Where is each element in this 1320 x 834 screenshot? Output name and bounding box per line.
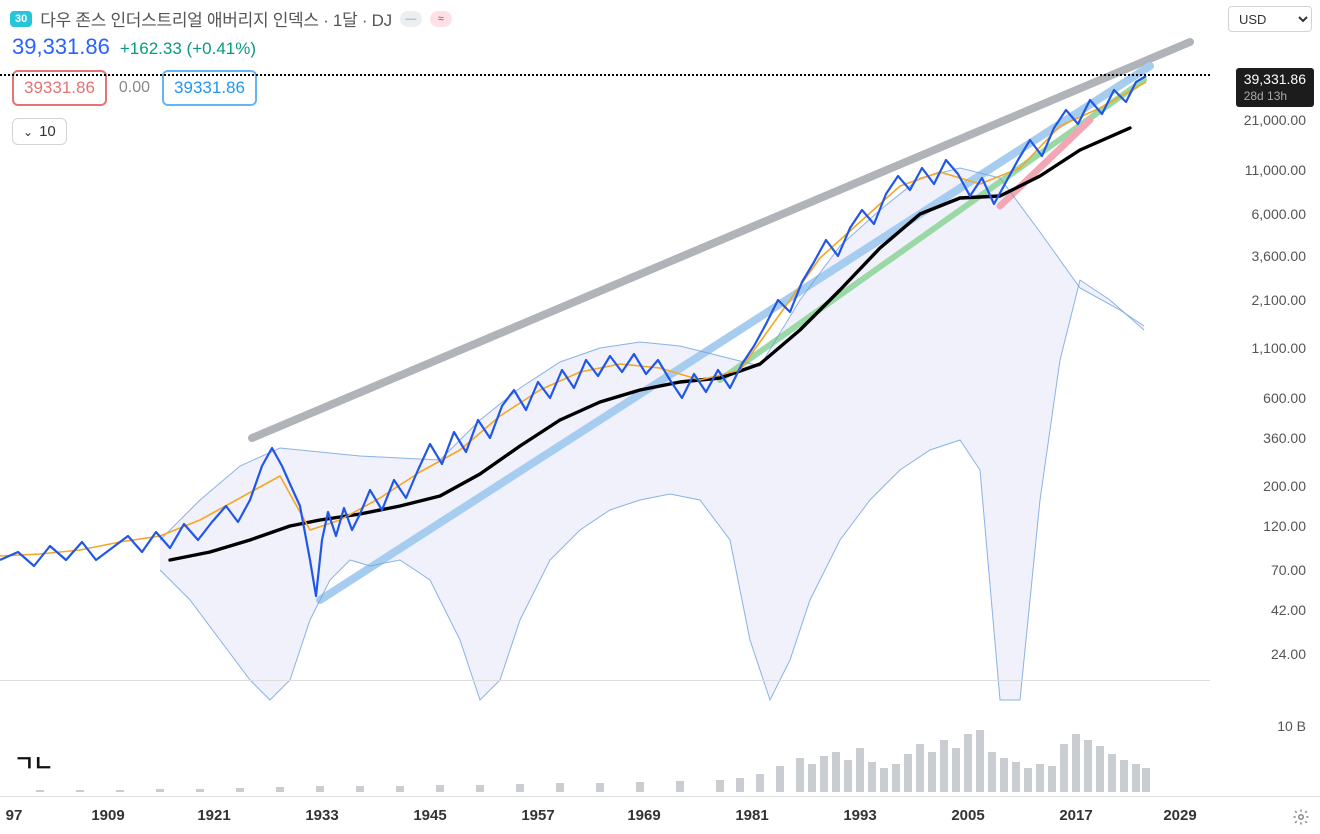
price-tag: 39,331.86 28d 13h [1236,68,1314,107]
y-axis-label: 24.00 [1271,646,1306,662]
x-axis-label: 1981 [735,807,768,824]
y-axis-label: 42.00 [1271,602,1306,618]
x-axis-label: 97 [6,807,23,824]
y-axis-label: 600.00 [1263,390,1306,406]
time-axis[interactable]: 97 1909 1921 1933 1945 1957 1969 1981 1993 2005 20… [0,796,1320,834]
x-axis-label: 1921 [197,807,230,824]
x-axis-label: 1933 [305,807,338,824]
y-axis-label: 1,100.00 [1252,340,1307,356]
tradingview-logo[interactable]: ㄱㄴ [14,746,52,778]
gear-icon[interactable] [1292,808,1310,826]
x-axis-label: 2017 [1059,807,1092,824]
y-axis-label: 70.00 [1271,562,1306,578]
x-axis-label: 1993 [843,807,876,824]
volume-axis-label: 10 B [1277,718,1306,734]
y-axis-label: 11,000.00 [1245,162,1306,178]
x-axis-label: 1969 [627,807,660,824]
price-chart[interactable] [0,0,1320,796]
x-axis-label: 2029 [1163,807,1196,824]
y-axis-label: 2,100.00 [1252,292,1307,308]
y-axis-label: 120.00 [1263,518,1306,534]
x-axis-label: 1909 [91,807,124,824]
y-axis-label: 6,000.00 [1252,206,1307,222]
x-axis-label: 1945 [413,807,446,824]
x-axis-label: 1957 [521,807,554,824]
x-axis-label: 2005 [951,807,984,824]
volume-pane-separator [0,680,1210,681]
y-axis-label: 200.00 [1263,478,1306,494]
y-axis-label: 360.00 [1263,430,1306,446]
y-axis-label: 21,000.00 [1244,112,1306,128]
current-price-line [0,74,1210,76]
y-axis-label: 3,600.00 [1252,248,1307,264]
